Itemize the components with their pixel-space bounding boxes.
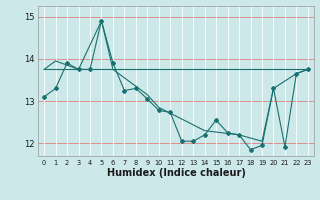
X-axis label: Humidex (Indice chaleur): Humidex (Indice chaleur): [107, 168, 245, 178]
